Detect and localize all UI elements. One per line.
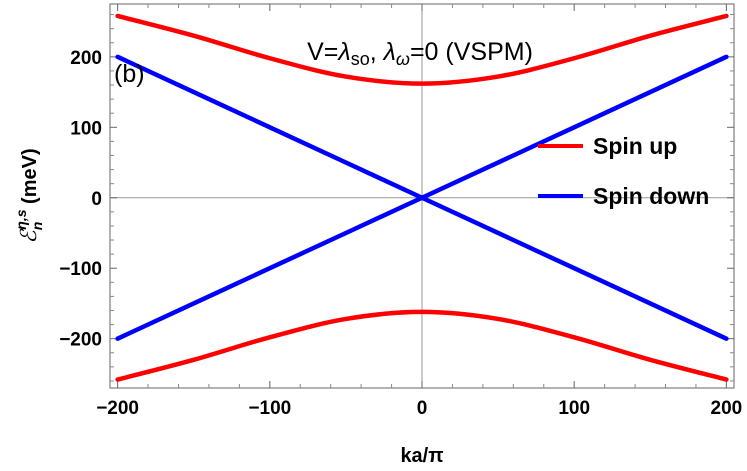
tick-labels: −200 −100 0 100 200 −200 −100 0 100 200 [59, 48, 742, 419]
series-layer [115, 13, 729, 382]
x-tick-label: 200 [711, 398, 743, 419]
y-tick-label: 100 [70, 118, 102, 139]
svg-text:ℰnη,s (meV): ℰnη,s (meV) [13, 148, 45, 243]
legend-label-spin-up: Spin up [593, 133, 677, 159]
panel-label: (b) [114, 60, 145, 88]
x-tick-label: 0 [417, 398, 428, 419]
chart-title: V=λso, λω=0 (VSPM) [307, 38, 533, 69]
y-tick-label: −200 [59, 330, 102, 351]
x-axis-label: ka/π [400, 445, 443, 467]
series-line-spin-up-1 [115, 309, 729, 382]
x-tick-label: −100 [248, 398, 291, 419]
series-line-spin-up-0 [115, 13, 729, 86]
legend: Spin up Spin down [538, 133, 709, 209]
x-tick-label: −200 [96, 398, 139, 419]
legend-item-spin-down: Spin down [538, 183, 709, 209]
x-tick-label: 100 [558, 398, 590, 419]
series-line-spin-down-3 [115, 54, 729, 341]
y-tick-label: 200 [70, 48, 102, 69]
y-tick-label: 0 [91, 189, 102, 210]
legend-item-spin-up: Spin up [538, 133, 677, 159]
legend-label-spin-down: Spin down [593, 183, 709, 209]
tick-marks [110, 4, 734, 388]
y-tick-label: −100 [59, 259, 102, 280]
y-axis-label: ℰnη,s (meV) [13, 148, 45, 243]
